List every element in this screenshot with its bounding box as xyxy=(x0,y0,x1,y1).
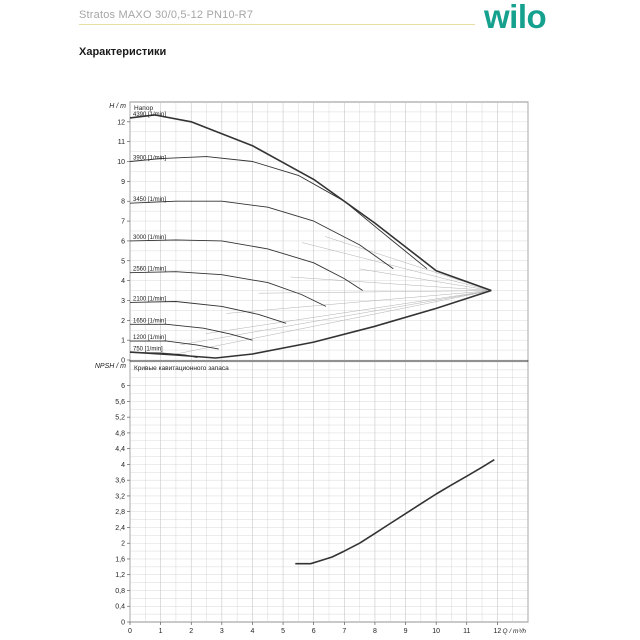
series-label: 1200 [1/min] xyxy=(133,335,166,341)
series-line xyxy=(129,156,428,270)
y-tick-label: 5 xyxy=(121,258,125,265)
series-label: 1650 [1/min] xyxy=(133,318,166,324)
y-tick-label: 0 xyxy=(121,358,125,365)
guide-line xyxy=(171,290,492,356)
product-title: Stratos MAXO 30/0,5-12 PN10-R7 xyxy=(79,9,254,21)
y-tick-label: 6 xyxy=(121,383,125,390)
guide-line xyxy=(180,290,492,346)
section-title: Характеристики xyxy=(79,46,167,58)
series-label: 3450 [1/min] xyxy=(133,197,166,203)
guide-line xyxy=(359,268,492,291)
guide-line xyxy=(325,236,492,291)
x-tick-label: 2 xyxy=(189,628,193,635)
series-label: 750 [1/min] xyxy=(133,346,163,352)
series-label: 3000 [1/min] xyxy=(133,235,166,241)
x-axis-label: Q / m³/h xyxy=(503,628,527,635)
y-tick-label: 3,2 xyxy=(115,493,125,500)
guide-line xyxy=(290,276,492,291)
y-tick-label: 0,8 xyxy=(115,588,125,595)
y-tick-label: 1 xyxy=(121,338,125,345)
guide-line xyxy=(205,290,492,334)
y-tick-label: 0,4 xyxy=(115,604,125,611)
y-tick-label: 2 xyxy=(121,318,125,325)
x-tick-label: 8 xyxy=(373,628,377,635)
x-tick-label: 10 xyxy=(432,628,440,635)
guide-line xyxy=(302,242,492,291)
series-line xyxy=(129,114,492,292)
x-tick-label: 6 xyxy=(312,628,316,635)
y-tick-label: 2,4 xyxy=(115,525,125,532)
y-tick-label: 2 xyxy=(121,541,125,548)
x-tick-label: 11 xyxy=(463,628,470,635)
series-line xyxy=(129,289,492,359)
series-line xyxy=(130,323,253,341)
panel-title: Напор xyxy=(134,105,153,112)
title-divider xyxy=(79,24,475,25)
y-tick-label: 11 xyxy=(118,139,125,146)
y-tick-label: 10 xyxy=(117,159,125,166)
panel-title: Кривые кавитационного запаса xyxy=(134,365,229,372)
y-tick-label: 5,2 xyxy=(115,415,125,422)
x-tick-label: 12 xyxy=(493,628,501,635)
series-line xyxy=(129,301,287,324)
y-tick-label: 12 xyxy=(117,119,125,126)
series-label: 2560 [1/min] xyxy=(133,267,166,273)
x-tick-label: 1 xyxy=(159,628,163,635)
y-tick-label: 4 xyxy=(121,462,125,469)
x-tick-label: 5 xyxy=(281,628,285,635)
y-tick-label: 7 xyxy=(121,219,125,226)
y-tick-label: 2,8 xyxy=(115,509,125,516)
y-tick-label: 4,8 xyxy=(115,430,125,437)
series-label: 4390 [1/min] xyxy=(133,112,166,118)
x-tick-label: 7 xyxy=(342,628,346,635)
y-tick-label: 0 xyxy=(121,620,125,627)
x-tick-label: 4 xyxy=(251,628,255,635)
series-label: 2100 [1/min] xyxy=(133,296,166,302)
x-tick-label: 9 xyxy=(404,628,408,635)
y-tick-label: 1,2 xyxy=(115,572,125,579)
series-line xyxy=(295,459,495,565)
y-tick-label: 8 xyxy=(121,199,125,206)
x-tick-label: 0 xyxy=(128,628,132,635)
y-tick-label: 3,6 xyxy=(115,478,125,485)
series-line xyxy=(130,340,219,350)
series-line xyxy=(129,271,327,307)
x-tick-label: 3 xyxy=(220,628,224,635)
y-axis-label: NPSH / m xyxy=(95,363,126,370)
y-axis-label: H / m xyxy=(109,103,126,110)
series-line xyxy=(129,200,394,270)
y-tick-label: 3 xyxy=(121,298,125,305)
series-line xyxy=(129,239,363,291)
series-label: 3900 [1/min] xyxy=(133,156,166,162)
guide-line xyxy=(226,290,492,314)
y-tick-label: 6 xyxy=(121,238,125,245)
wilo-logo: wilo xyxy=(484,0,547,35)
y-tick-label: 5,6 xyxy=(115,399,125,406)
y-tick-label: 4 xyxy=(121,278,125,285)
y-tick-label: 4,4 xyxy=(115,446,125,453)
y-tick-label: 9 xyxy=(121,179,125,186)
y-tick-label: 1,6 xyxy=(115,556,125,563)
